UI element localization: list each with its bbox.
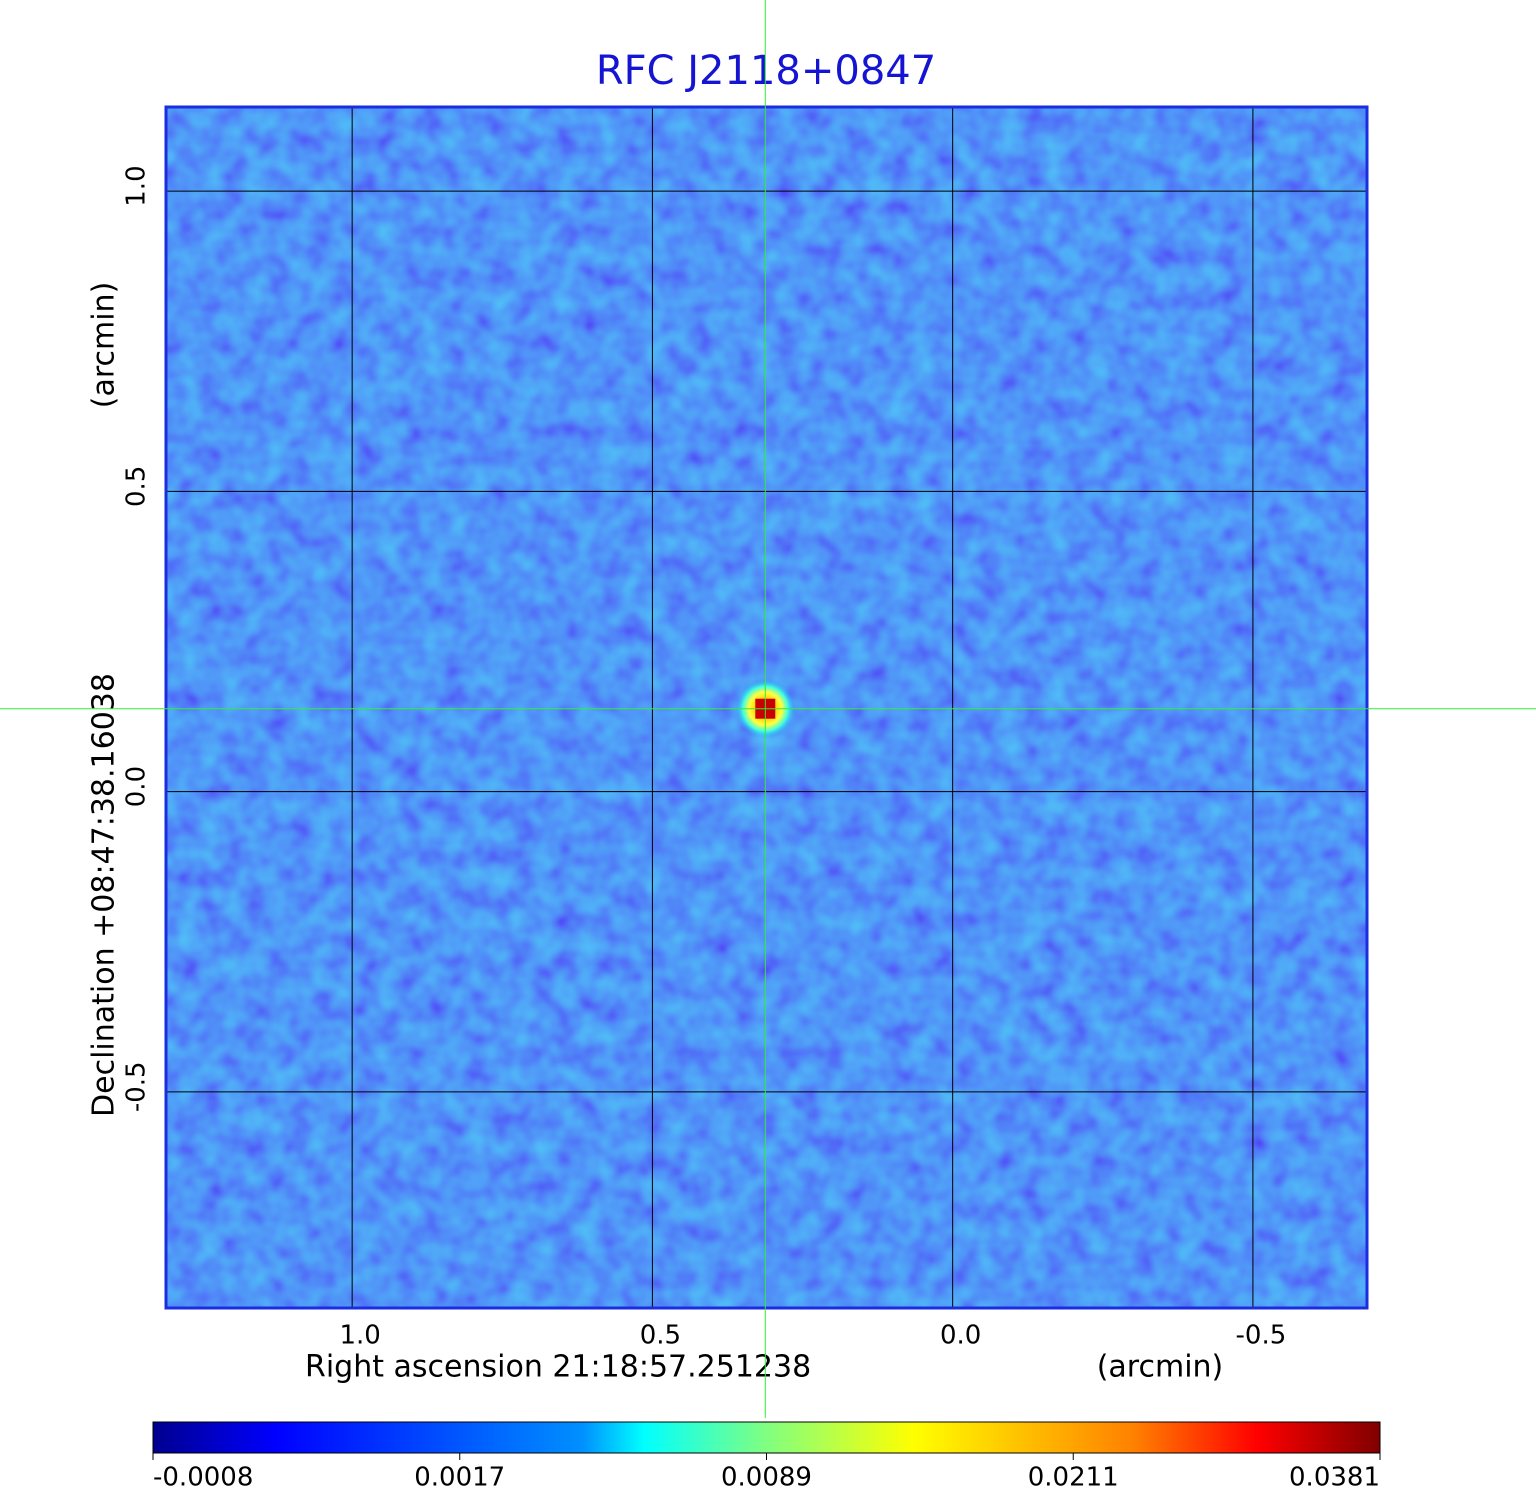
x-axis-unit: (arcmin) (1097, 1350, 1224, 1385)
colorbar-tick-label: 0.0211 (1028, 1463, 1119, 1493)
colorbar-tick-label: 0.0089 (721, 1463, 812, 1493)
y-axis-unit: (arcmin) (87, 282, 122, 409)
colorbar-tick-label: 0.0017 (414, 1463, 505, 1493)
y-tick-label: 0.0 (122, 766, 152, 807)
y-tick-label: 0.5 (122, 466, 152, 507)
colorbar-tick-label: -0.0008 (153, 1463, 253, 1493)
y-tick-label: 1.0 (122, 165, 152, 206)
grid (166, 107, 1367, 1308)
x-tick-label: 1.0 (339, 1321, 380, 1351)
x-tick-label: -0.5 (1236, 1321, 1287, 1351)
y-tick-label: -0.5 (122, 1061, 152, 1112)
x-tick-label: 0.0 (940, 1321, 981, 1351)
x-axis-label: Right ascension 21:18:57.251238 (305, 1350, 811, 1385)
plot-frame (164, 105, 1369, 1310)
colorbar-tick-label: 0.0381 (1289, 1463, 1380, 1493)
x-tick-label: 0.5 (640, 1321, 681, 1351)
colorbar (152, 1421, 1381, 1454)
chart-title: RFC J2118+0847 (596, 48, 936, 94)
y-axis-label: Declination +08:47:38.16038 (87, 673, 122, 1117)
